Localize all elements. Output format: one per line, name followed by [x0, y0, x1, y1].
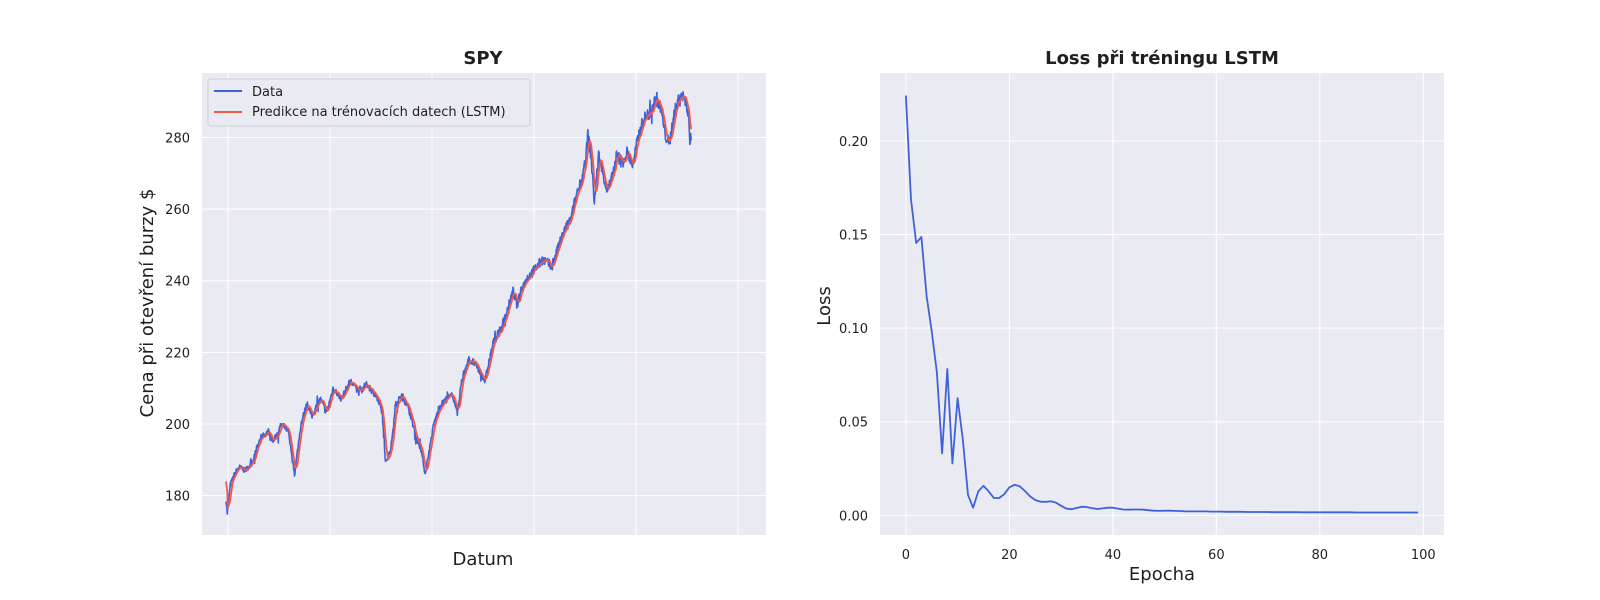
spy-legend: Data Predikce na trénovacích datech (LST…	[207, 78, 531, 127]
loss-y-tick-label: 0.10	[839, 322, 868, 337]
loss-x-tick-label: 80	[1312, 548, 1329, 563]
spy-y-tick-label: 180	[165, 490, 190, 505]
loss-y-tick-label: 0.00	[839, 509, 868, 524]
loss-y-tick-label: 0.05	[839, 416, 868, 431]
spy-series	[225, 91, 693, 515]
loss-x-tick-label: 60	[1208, 548, 1225, 563]
spy-x-axis-label: Datum	[453, 549, 514, 570]
loss-x-axis-ticks: 0 20 40 60 80 100	[902, 548, 1436, 563]
loss-series	[905, 95, 1419, 514]
spy-y-tick-label: 260	[165, 203, 190, 218]
loss-x-tick-label: 40	[1105, 548, 1122, 563]
spy-y-tick-label: 280	[165, 131, 190, 146]
loss-x-axis-label: Epocha	[1129, 564, 1195, 585]
spy-chart: SPY 180 200 220 240 260 280 Datum Cena při ot…	[137, 48, 766, 570]
spy-y-tick-label: 220	[165, 346, 190, 361]
loss-x-tick-label: 20	[1001, 548, 1018, 563]
spy-grid	[202, 73, 766, 535]
loss-grid	[880, 73, 1444, 535]
legend-box	[207, 78, 531, 127]
loss-y-tick-label: 0.15	[839, 229, 868, 244]
loss-plot-area	[880, 73, 1444, 535]
spy-y-tick-label: 200	[165, 418, 190, 433]
loss-x-tick-label: 0	[902, 548, 910, 563]
spy-y-tick-label: 240	[165, 275, 190, 290]
loss-y-tick-label: 0.20	[839, 135, 868, 150]
legend-label-data: Data	[252, 85, 283, 100]
series-line-loss	[905, 95, 1419, 514]
loss-chart: Loss při tréningu LSTM 0.000.050.100.150…	[814, 48, 1444, 585]
loss-y-axis-ticks: 0.00 0.05 0.10 0.15 0.20	[839, 135, 868, 524]
spy-y-axis-ticks: 180 200 220 240 260 280	[165, 131, 190, 504]
spy-chart-title: SPY	[463, 48, 503, 69]
series-line-prediction	[225, 95, 693, 509]
series-line-data	[225, 91, 692, 515]
legend-label-prediction: Predikce na trénovacích datech (LSTM)	[252, 105, 506, 120]
loss-x-tick-label: 100	[1411, 548, 1436, 563]
loss-chart-title: Loss při tréningu LSTM	[1045, 48, 1279, 69]
loss-y-axis-label: Loss	[814, 286, 835, 325]
spy-plot-area	[202, 73, 766, 535]
spy-y-axis-label: Cena při otevření burzy $	[137, 189, 158, 418]
